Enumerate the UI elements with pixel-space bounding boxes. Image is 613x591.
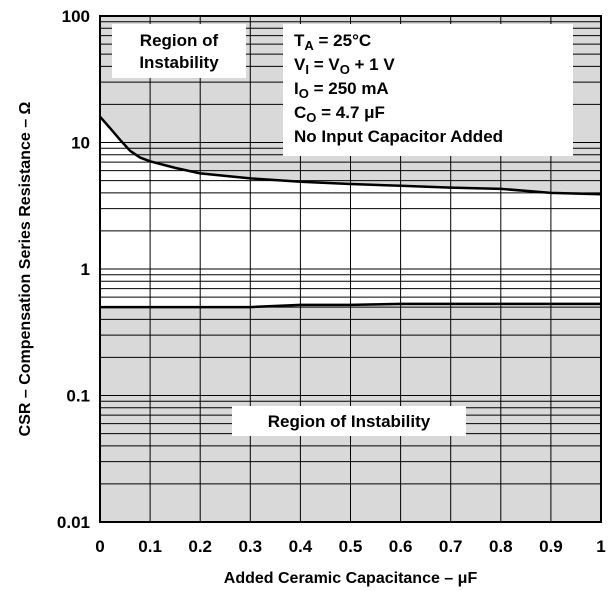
- annotations: Region of Instability TA = 25°CVI = VO + 1…: [112, 24, 573, 436]
- condition-4: CO = 4.7 μF: [294, 103, 385, 125]
- x-tick-label: 0: [95, 537, 104, 556]
- condition-5: No Input Capacitor Added: [294, 127, 503, 146]
- upper-stability-boundary-line: [99, 115, 602, 196]
- y-tick-label: 100: [62, 7, 90, 26]
- condition-2: VI = VO + 1 V: [294, 55, 395, 77]
- condition-3: IO = 250 mA: [294, 79, 389, 101]
- x-tick-label: 0.2: [188, 537, 212, 556]
- x-tick-label: 0.5: [339, 537, 363, 556]
- x-tick-label: 0.6: [389, 537, 413, 556]
- y-tick-label: 0.1: [66, 387, 90, 406]
- x-tick-label: 0.7: [439, 537, 463, 556]
- x-tick-label: 0.9: [539, 537, 563, 556]
- x-tick-label: 0.8: [489, 537, 513, 556]
- y-tick-label: 1: [81, 260, 90, 279]
- plot-frame: [99, 15, 602, 523]
- upper-region-label-line1: Region of: [140, 31, 219, 50]
- x-tick-label: 0.3: [238, 537, 262, 556]
- tick-labels: 0 0.1 0.2 0.3 0.4 0.5 0.6 0.7 0.8 0.9 1 0.01 0.1 1 10 1…: [57, 7, 606, 556]
- upper-region-label-box: [112, 24, 246, 78]
- upper-region-label-line2: Instability: [139, 53, 219, 72]
- x-axis-title: Added Ceramic Capacitance – μF: [224, 570, 478, 587]
- lower-region-label-box: [232, 406, 466, 436]
- data-series: [99, 115, 602, 309]
- conditions-box: [283, 24, 573, 156]
- lower-stability-boundary-line: [100, 302, 601, 309]
- y-tick-label: 0.01: [57, 513, 90, 532]
- y-tick-label: 10: [71, 134, 90, 153]
- x-tick-label: 1: [596, 537, 605, 556]
- y-axis-title: CSR – Compensation Series Resistance – Ω: [17, 101, 34, 436]
- x-tick-label: 0.1: [138, 537, 162, 556]
- condition-1: TA = 25°C: [294, 31, 371, 53]
- lower-region-label: Region of Instability: [268, 412, 431, 431]
- x-tick-label: 0.4: [289, 537, 313, 556]
